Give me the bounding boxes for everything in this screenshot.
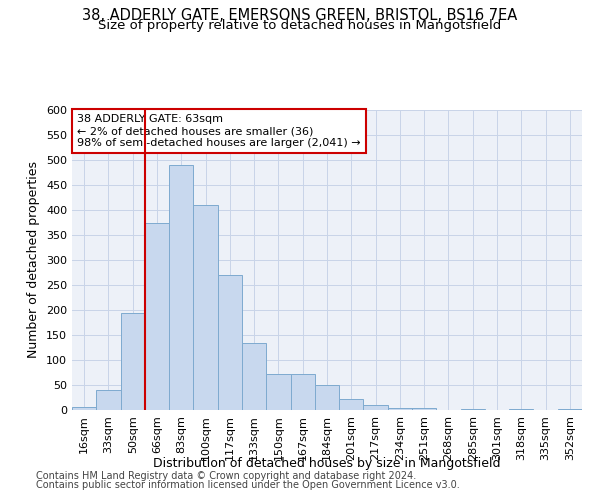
- Bar: [218, 275, 242, 410]
- Text: 38 ADDERLY GATE: 63sqm
← 2% of detached houses are smaller (36)
98% of semi-deta: 38 ADDERLY GATE: 63sqm ← 2% of detached …: [77, 114, 361, 148]
- Bar: [169, 165, 193, 410]
- Text: Contains public sector information licensed under the Open Government Licence v3: Contains public sector information licen…: [36, 480, 460, 490]
- Text: Contains HM Land Registry data © Crown copyright and database right 2024.: Contains HM Land Registry data © Crown c…: [36, 471, 416, 481]
- Text: Size of property relative to detached houses in Mangotsfield: Size of property relative to detached ho…: [98, 18, 502, 32]
- Bar: [193, 205, 218, 410]
- Bar: [290, 374, 315, 410]
- Bar: [242, 342, 266, 410]
- Bar: [412, 408, 436, 410]
- Text: Distribution of detached houses by size in Mangotsfield: Distribution of detached houses by size …: [153, 458, 501, 470]
- Bar: [315, 385, 339, 410]
- Text: 38, ADDERLY GATE, EMERSONS GREEN, BRISTOL, BS16 7EA: 38, ADDERLY GATE, EMERSONS GREEN, BRISTO…: [82, 8, 518, 22]
- Bar: [145, 222, 169, 410]
- Bar: [72, 406, 96, 410]
- Bar: [96, 390, 121, 410]
- Y-axis label: Number of detached properties: Number of detached properties: [28, 162, 40, 358]
- Bar: [461, 408, 485, 410]
- Bar: [266, 374, 290, 410]
- Bar: [558, 409, 582, 410]
- Bar: [509, 409, 533, 410]
- Bar: [388, 408, 412, 410]
- Bar: [121, 312, 145, 410]
- Bar: [339, 399, 364, 410]
- Bar: [364, 405, 388, 410]
